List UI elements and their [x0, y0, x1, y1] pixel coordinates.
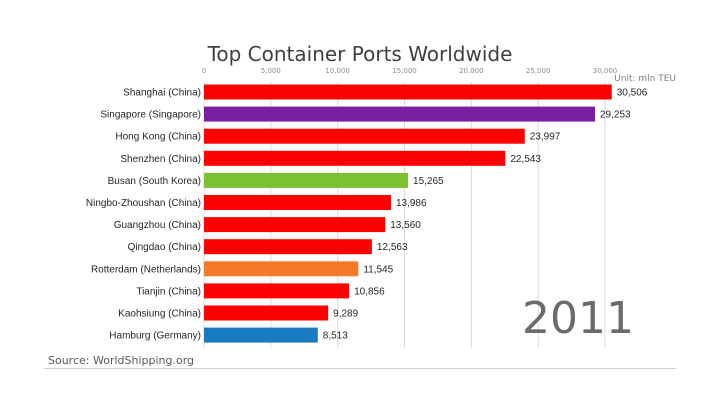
value-label: 10,856 [354, 286, 385, 297]
value-label: 15,265 [413, 176, 444, 187]
x-tick-label: 30,000 [593, 67, 618, 75]
year-label: 2011 [522, 293, 634, 344]
unit-label: Unit: mln TEU [614, 74, 676, 84]
category-label: Singapore (Singapore) [100, 110, 201, 121]
value-label: 11,545 [363, 264, 393, 275]
value-label: 22,543 [510, 154, 541, 165]
x-tick-label: 0 [202, 67, 206, 75]
category-label: Kaohsiung (China) [118, 309, 201, 320]
category-label: Ningbo-Zhoushan (China) [86, 198, 201, 209]
value-label: 8,513 [323, 331, 348, 342]
bar [204, 84, 612, 100]
category-label: Shenzhen (China) [120, 154, 201, 165]
bottom-divider [44, 368, 676, 369]
bar [204, 305, 329, 321]
bar [204, 217, 386, 233]
x-tick-label: 10,000 [325, 67, 350, 75]
category-label: Tianjin (China) [136, 286, 201, 297]
value-label: 9,289 [333, 309, 358, 320]
value-label: 29,253 [600, 110, 631, 121]
bar [204, 150, 506, 166]
category-label: Rotterdam (Netherlands) [91, 264, 201, 275]
bar [204, 195, 391, 210]
category-label: Qingdao (China) [128, 242, 201, 253]
bar [204, 283, 350, 299]
bar [204, 128, 525, 144]
category-label: Hamburg (Germany) [109, 331, 201, 342]
bar [204, 261, 359, 277]
source-note: Source: WorldShipping.org [48, 354, 195, 367]
value-label: 23,997 [530, 132, 561, 143]
x-tick-label: 15,000 [392, 67, 417, 75]
x-tick-label: 5,000 [261, 67, 281, 75]
chart-title: Top Container Ports Worldwide [207, 42, 513, 66]
x-tick-label: 25,000 [526, 67, 551, 75]
category-label: Hong Kong (China) [115, 132, 201, 143]
bar [204, 327, 318, 343]
category-label: Busan (South Korea) [108, 176, 201, 187]
bar [204, 239, 372, 255]
bar [204, 106, 596, 122]
value-label: 30,506 [617, 88, 648, 99]
value-label: 13,560 [390, 220, 421, 231]
bar [204, 172, 409, 188]
value-label: 12,563 [377, 242, 408, 253]
category-label: Guangzhou (China) [114, 220, 201, 231]
value-label: 13,986 [396, 198, 427, 209]
category-label: Shanghai (China) [123, 88, 201, 99]
x-tick-label: 20,000 [459, 67, 484, 75]
